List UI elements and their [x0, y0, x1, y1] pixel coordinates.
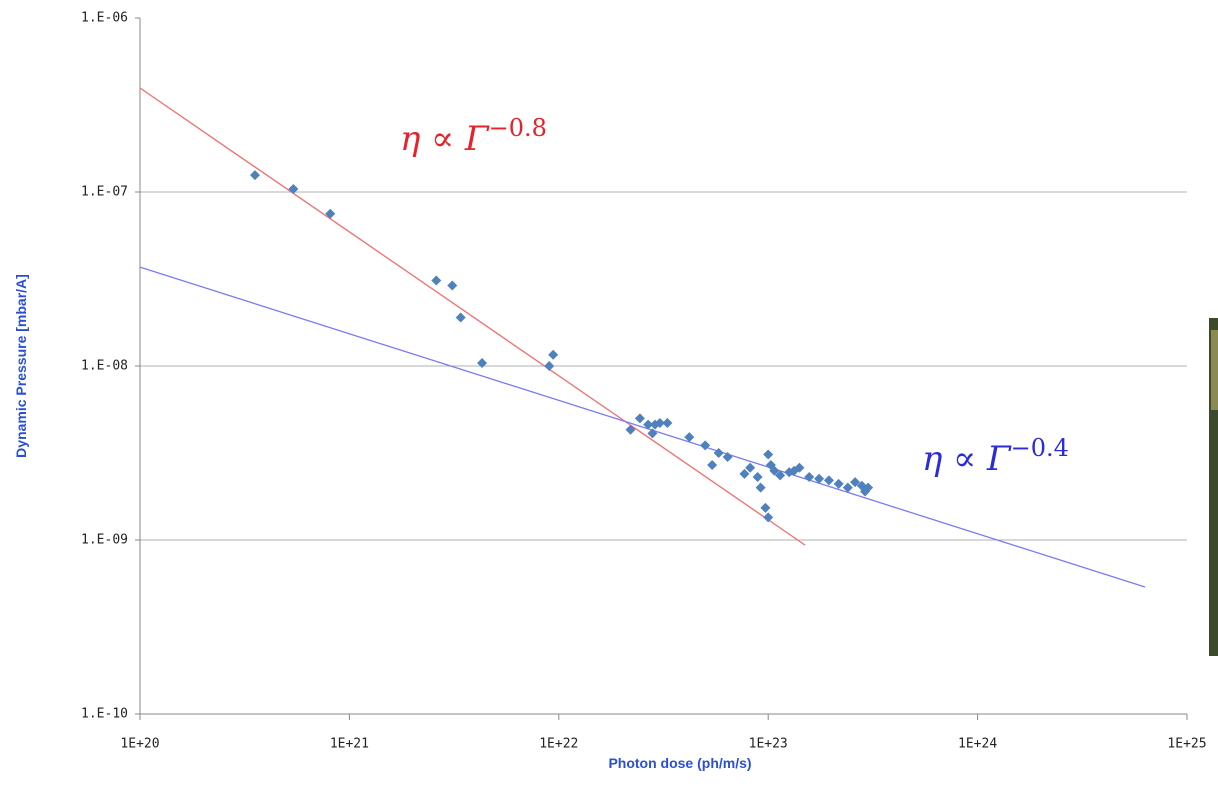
data-point: [654, 418, 665, 429]
data-point: [447, 280, 458, 291]
data-point: [763, 512, 774, 523]
data-point: [548, 349, 559, 360]
data-point: [833, 478, 844, 489]
data-point: [814, 473, 825, 484]
y-tick-label: 1.E-07: [81, 185, 128, 200]
fit-line: [139, 87, 806, 546]
data-point: [431, 275, 442, 286]
data-point: [325, 208, 336, 219]
data-point: [249, 170, 260, 181]
annotation-exponent: −0.8: [489, 114, 547, 142]
annotation: η ∝ Γ−0.4: [922, 434, 1069, 479]
data-point: [769, 465, 780, 476]
data-point: [752, 472, 763, 483]
data-point: [763, 449, 774, 460]
data-point: [794, 462, 805, 473]
x-tick-label: 1E+22: [539, 737, 578, 752]
data-point: [700, 440, 711, 451]
data-point: [804, 472, 815, 483]
data-point: [643, 419, 654, 430]
fit-line: [139, 266, 1146, 588]
data-point: [662, 418, 673, 429]
annotation-exponent: −0.4: [1011, 434, 1069, 462]
data-point: [739, 468, 750, 479]
photo-fragment: [1209, 318, 1218, 656]
x-tick-label: 1E+23: [749, 737, 788, 752]
data-point: [842, 482, 853, 493]
annotation: η ∝ Γ−0.8: [400, 114, 547, 159]
data-point: [775, 470, 786, 481]
data-point: [713, 448, 724, 459]
y-tick-label: 1.E-10: [81, 707, 128, 722]
data-point: [860, 486, 871, 497]
annotation-text: η ∝ Γ: [922, 439, 1012, 479]
y-tick-label: 1.E-09: [81, 533, 128, 548]
data-point: [823, 475, 834, 486]
data-point: [684, 432, 695, 443]
data-point: [707, 459, 718, 470]
y-axis-label: Dynamic Pressure [mbar/A]: [13, 274, 29, 458]
data-point: [544, 361, 555, 371]
data-point: [477, 358, 488, 369]
data-point: [625, 424, 636, 435]
x-tick-label: 1E+24: [958, 737, 997, 752]
data-point: [745, 462, 756, 473]
data-point: [760, 502, 771, 513]
x-axis-label: Photon dose (ph/m/s): [608, 755, 751, 771]
data-point: [647, 428, 658, 439]
data-point: [850, 477, 861, 488]
data-point: [634, 413, 645, 424]
x-tick-label: 1E+20: [120, 737, 159, 752]
data-point: [288, 184, 299, 195]
data-point: [455, 312, 466, 323]
x-tick-label: 1E+25: [1167, 737, 1206, 752]
y-tick-label: 1.E-08: [81, 359, 128, 374]
x-tick-label: 1E+21: [330, 737, 369, 752]
y-tick-label: 1.E-06: [81, 11, 128, 26]
photo-fragment: [1211, 330, 1218, 410]
data-point: [755, 482, 766, 493]
annotation-text: η ∝ Γ: [400, 119, 490, 159]
data-point: [722, 451, 733, 462]
